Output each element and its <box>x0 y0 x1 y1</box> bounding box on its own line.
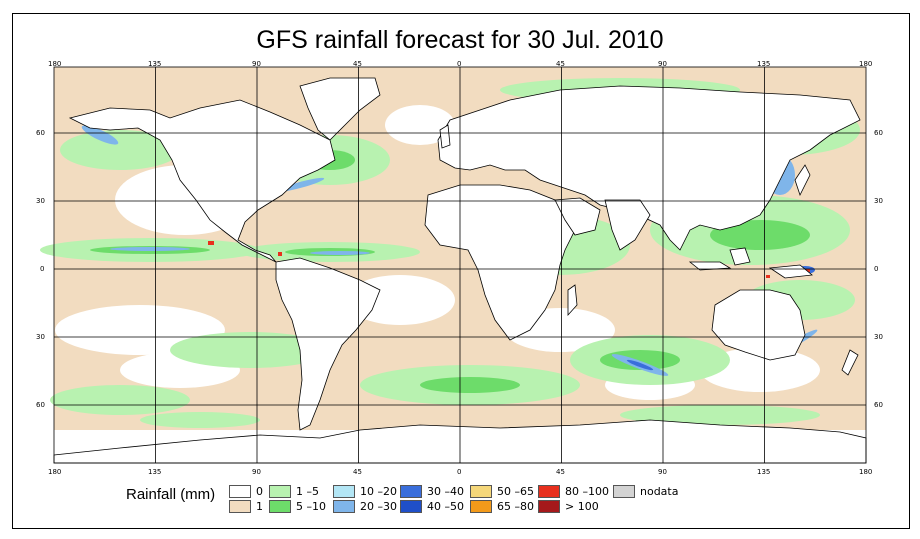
borneo <box>729 247 751 266</box>
legend-label: 40 –50 <box>427 500 464 513</box>
graticule <box>53 66 867 464</box>
legend-label: 1 –5 <box>296 485 319 498</box>
top-lon-tick: 0 <box>457 60 462 68</box>
legend-swatch <box>400 485 422 498</box>
legend-label: > 100 <box>565 500 599 513</box>
great-britain <box>439 124 451 149</box>
right-lat-tick: 30 <box>874 333 883 341</box>
right-lat-tick: 60 <box>874 401 883 409</box>
legend-label: 20 –30 <box>360 500 397 513</box>
legend-label: 0 <box>256 485 263 498</box>
map-body <box>40 66 867 464</box>
legend-label: nodata <box>640 485 679 498</box>
bottom-lon-tick: 135 <box>757 468 771 476</box>
legend-swatch <box>470 500 492 513</box>
legend-label: 10 –20 <box>360 485 397 498</box>
top-lon-tick: 45 <box>353 60 362 68</box>
new-zealand <box>841 349 859 376</box>
top-lon-tick: 90 <box>658 60 667 68</box>
australia <box>711 289 806 361</box>
indonesia <box>688 261 732 271</box>
south-america <box>275 257 381 431</box>
new-guinea <box>768 264 813 279</box>
legend-swatch <box>229 500 251 513</box>
legend-swatch <box>538 485 560 498</box>
legend-swatch <box>333 485 355 498</box>
japan <box>794 164 811 197</box>
legend-swatch <box>269 500 291 513</box>
legend-swatch <box>400 500 422 513</box>
bottom-lon-tick: 90 <box>252 468 261 476</box>
arabia <box>554 197 601 236</box>
top-lon-tick: 180 <box>48 60 62 68</box>
greenland <box>299 77 381 141</box>
legend-title: Rainfall (mm) <box>126 486 216 503</box>
legend-label: 80 –100 <box>565 485 609 498</box>
legend-swatch <box>229 485 251 498</box>
bottom-lon-tick: 0 <box>457 468 462 476</box>
africa <box>424 184 576 341</box>
left-lat-tick: 60 <box>36 401 45 409</box>
legend-swatch <box>538 500 560 513</box>
top-lon-tick: 90 <box>252 60 261 68</box>
legend-label: 65 –80 <box>497 500 534 513</box>
bottom-lon-tick: 90 <box>658 468 667 476</box>
left-lat-tick: 0 <box>40 265 45 273</box>
right-lat-tick: 60 <box>874 129 883 137</box>
bottom-lon-tick: 45 <box>556 468 565 476</box>
bottom-lon-tick: 180 <box>859 468 873 476</box>
legend-label: 5 –10 <box>296 500 326 513</box>
bottom-lon-tick: 45 <box>353 468 362 476</box>
top-lon-tick: 180 <box>859 60 873 68</box>
right-lat-tick: 0 <box>874 265 879 273</box>
legend-swatch <box>470 485 492 498</box>
legend-swatch <box>269 485 291 498</box>
top-lon-tick: 45 <box>556 60 565 68</box>
eurasia <box>437 85 861 251</box>
india <box>604 199 651 251</box>
north-america <box>68 99 336 263</box>
left-lat-tick: 30 <box>36 197 45 205</box>
madagascar <box>567 284 578 317</box>
figure-frame <box>12 13 910 529</box>
bottom-lon-tick: 180 <box>48 468 62 476</box>
legend-label: 1 <box>256 500 263 513</box>
legend-swatch <box>613 485 635 498</box>
map-title: GFS rainfall forecast for 30 Jul. 2010 <box>256 26 664 54</box>
top-lon-tick: 135 <box>148 60 162 68</box>
legend-label: 50 –65 <box>497 485 534 498</box>
legend-label: 30 –40 <box>427 485 464 498</box>
right-lat-tick: 30 <box>874 197 883 205</box>
bottom-lon-tick: 135 <box>148 468 162 476</box>
top-lon-tick: 135 <box>757 60 771 68</box>
left-lat-tick: 30 <box>36 333 45 341</box>
legend-swatch <box>333 500 355 513</box>
left-lat-tick: 60 <box>36 129 45 137</box>
